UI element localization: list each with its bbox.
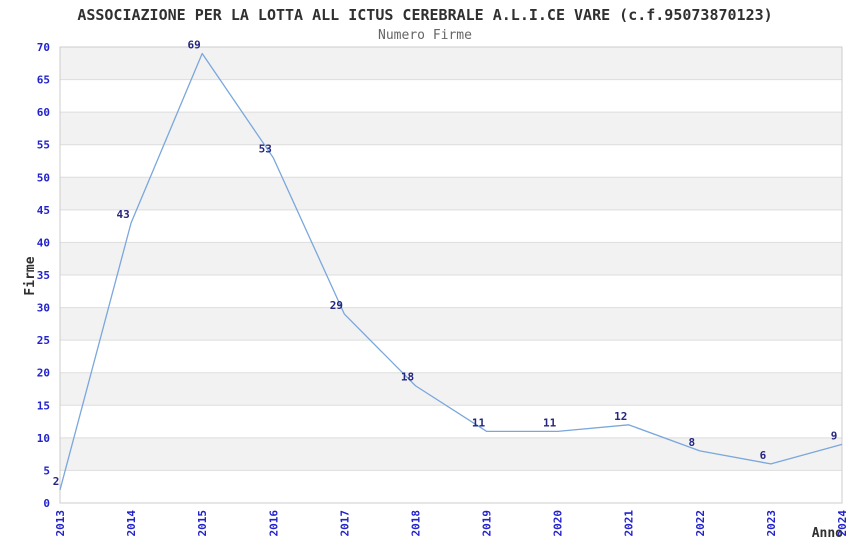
x-axis-title: Anno [811, 526, 843, 541]
y-tick-label: 0 [43, 497, 50, 510]
x-tick-label: 2023 [765, 510, 778, 537]
y-tick-label: 20 [37, 367, 50, 380]
plot-band [60, 177, 842, 210]
y-tick-label: 40 [37, 236, 50, 249]
data-point-label: 6 [760, 449, 767, 462]
plot-band [60, 307, 842, 341]
data-point-label: 9 [831, 429, 838, 442]
data-point-label: 12 [614, 410, 627, 423]
x-tick-label: 2013 [54, 510, 67, 537]
data-point-label: 8 [689, 436, 696, 449]
data-point-label: 43 [116, 208, 129, 221]
y-tick-label: 5 [43, 464, 50, 477]
plot-band [60, 47, 842, 80]
data-point-label: 18 [401, 371, 414, 384]
x-tick-label: 2017 [338, 510, 351, 537]
data-point-label: 29 [330, 299, 343, 312]
data-line [59, 52, 843, 491]
plot-band [60, 372, 842, 406]
x-tick-label: 2018 [409, 510, 422, 537]
chart-title: ASSOCIAZIONE PER LA LOTTA ALL ICTUS CERE… [77, 6, 773, 24]
data-point-label: 69 [188, 39, 201, 52]
x-tick-label: 2019 [481, 510, 494, 537]
y-tick-label: 25 [37, 334, 50, 347]
y-tick-label: 65 [37, 74, 50, 87]
x-tick-label: 2014 [125, 510, 138, 537]
data-point-label: 11 [543, 416, 557, 429]
y-tick-label: 70 [37, 41, 50, 54]
y-tick-label: 10 [37, 432, 50, 445]
y-tick-label: 35 [37, 269, 50, 282]
y-tick-label: 45 [37, 204, 50, 217]
plot-band [60, 112, 842, 145]
plot-border [59, 46, 843, 504]
y-tick-label: 50 [37, 171, 50, 184]
y-tick-label: 15 [37, 399, 50, 412]
y-tick-label: 60 [37, 106, 50, 119]
y-tick-label: 30 [37, 302, 50, 315]
plot-band [60, 242, 842, 275]
x-tick-label: 2016 [267, 510, 280, 537]
data-point-label: 11 [472, 416, 486, 429]
x-tick-label: 2022 [694, 510, 707, 537]
x-tick-label: 2024 [836, 510, 849, 537]
plot-band [60, 437, 842, 471]
y-tick-label: 55 [37, 139, 50, 152]
x-tick-label: 2021 [623, 510, 636, 537]
x-tick-label: 2015 [196, 510, 209, 537]
chart-subtitle: Numero Firme [378, 28, 472, 43]
x-tick-label: 2020 [552, 510, 565, 537]
data-point-label: 53 [259, 143, 272, 156]
data-point-label: 2 [53, 475, 60, 488]
